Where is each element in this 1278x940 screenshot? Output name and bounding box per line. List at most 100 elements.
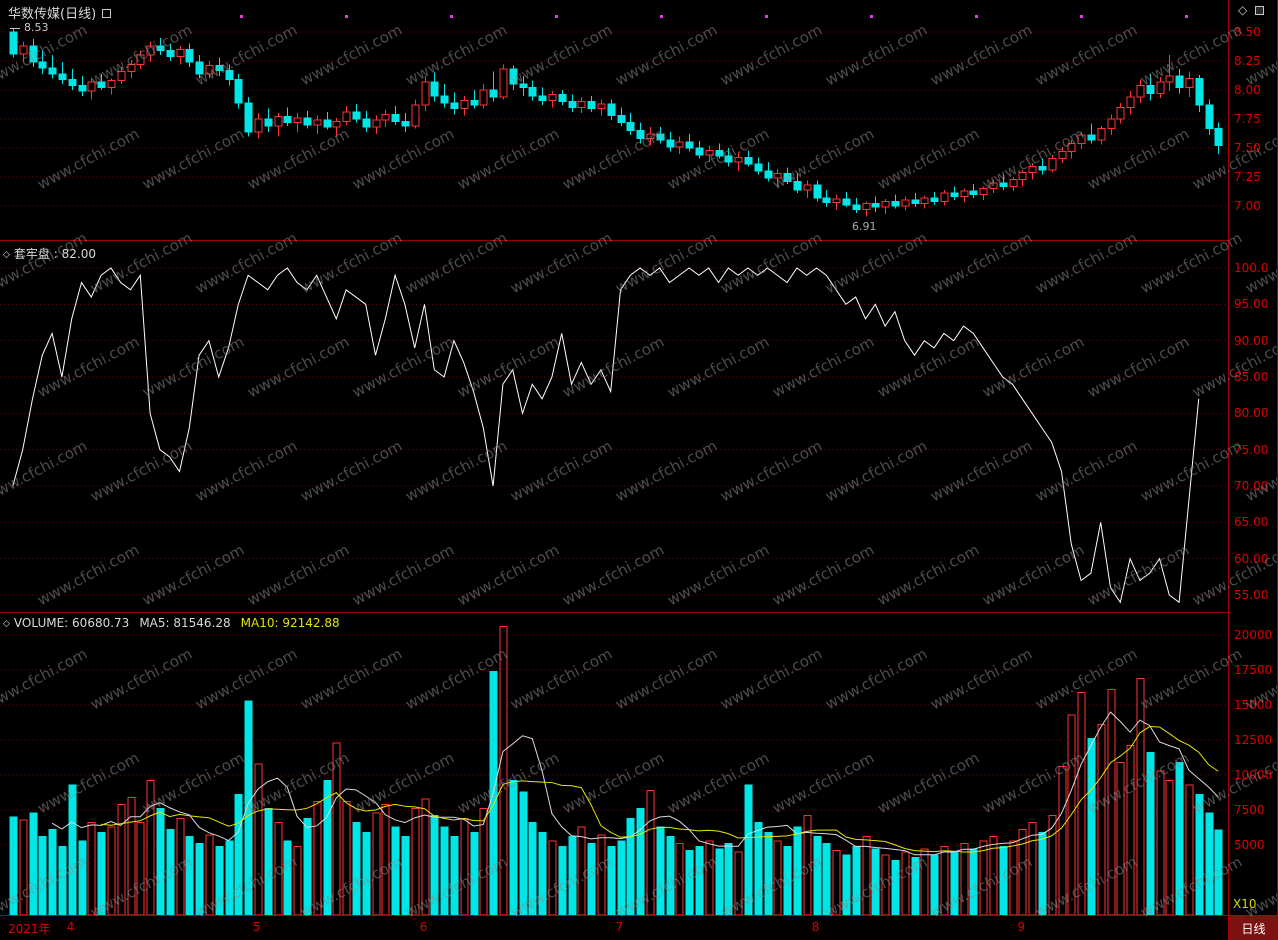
y-axis-label: 80.00 [1234, 406, 1269, 421]
volume-bar [1116, 761, 1125, 916]
indicator-name: 套牢盘 [13, 247, 50, 261]
panel-marker-icon[interactable]: ◇ [3, 250, 10, 260]
volume-bar [1038, 831, 1047, 916]
volume-bar [166, 829, 175, 916]
event-marker-dot [870, 15, 873, 18]
x-axis-month-label: 4 [66, 920, 75, 934]
candle-body [1058, 150, 1067, 159]
axis-multiplier-label: X10 [1233, 897, 1257, 911]
candle-body [460, 99, 469, 110]
volume-bar [146, 780, 155, 916]
candle-body [166, 50, 175, 57]
candle-body [1087, 134, 1096, 141]
candle-body [9, 31, 18, 55]
candle-body [313, 119, 322, 126]
y-axis-label: 20000 [1234, 628, 1273, 642]
volume-bar [283, 840, 292, 916]
title-bar: 华数传媒(日线) [8, 3, 112, 22]
candle-body [568, 101, 577, 108]
period-selector-button[interactable]: 日线 [1228, 916, 1278, 940]
volume-bar [78, 840, 87, 916]
volume-bar [764, 831, 773, 916]
volume-bar [1058, 766, 1067, 916]
volume-bar [460, 817, 469, 916]
candle-body [1136, 84, 1145, 98]
candle-body [38, 61, 47, 69]
volume-bar [421, 798, 430, 916]
volume-bar [195, 843, 204, 916]
candle-body [342, 111, 351, 122]
candle-body [489, 89, 498, 98]
candle-body [450, 102, 459, 110]
candle-body [117, 70, 126, 82]
volume-bar [440, 826, 449, 916]
volume-bar [871, 848, 880, 916]
candle-body [754, 163, 763, 172]
candle-body [969, 190, 978, 195]
volume-bar [332, 742, 341, 916]
candle-body [87, 81, 96, 92]
volume-bar [656, 826, 665, 916]
volume-bar [342, 801, 351, 916]
volume-bar [48, 829, 57, 916]
volume-bar [930, 854, 939, 916]
volume-bar [391, 826, 400, 916]
candle-body [577, 101, 586, 108]
diamond-icon[interactable]: ◇ [1238, 3, 1248, 17]
candle-body [381, 113, 390, 121]
candle-body [558, 94, 567, 103]
y-axis-label: 7.75 [1234, 112, 1261, 126]
candle-body [636, 130, 645, 140]
volume-bar [1136, 677, 1145, 916]
panel-separator [0, 612, 1278, 613]
window-icon[interactable] [1255, 5, 1265, 15]
volume-bar [381, 803, 390, 916]
volume-bar [1195, 794, 1204, 916]
candle-body [783, 173, 792, 183]
candle-body [293, 117, 302, 123]
note-icon[interactable] [102, 9, 112, 18]
volume-bar [1165, 780, 1174, 916]
candle-body [822, 197, 831, 204]
volume-bar [744, 784, 753, 916]
candle-body [274, 116, 283, 127]
volume-bar [685, 850, 694, 916]
volume-bar [724, 843, 733, 916]
volume-bar [411, 808, 420, 916]
candle-body [979, 188, 988, 195]
candle-body [421, 81, 430, 106]
volume-bar [646, 789, 655, 916]
volume-bar [19, 819, 28, 916]
candle-body [950, 192, 959, 198]
candle-body [881, 200, 890, 208]
corner-icons: ◇ [1238, 3, 1265, 17]
candle-body [234, 79, 243, 104]
candle-body [29, 45, 38, 63]
volume-bar [499, 626, 508, 916]
y-axis-column: X10 8.50 8.25 8.00 7.75 7.50 7.25 7.00 100.0 95.… [1228, 0, 1278, 940]
volume-bar [136, 822, 145, 916]
volume-bar [205, 834, 214, 916]
candle-body [989, 182, 998, 190]
volume-bar [705, 840, 714, 916]
volume-bar [597, 834, 606, 916]
panel-marker-icon[interactable]: ◇ [3, 619, 10, 629]
candle-body [587, 101, 596, 110]
candle-body [1126, 96, 1135, 108]
volume-bar [783, 845, 792, 916]
volume-bar [881, 854, 890, 916]
volume-bar [87, 822, 96, 916]
candle-body [97, 81, 106, 89]
ma10-value: 92142.88 [282, 616, 340, 630]
volume-bar [940, 845, 949, 916]
y-axis-label: 10000 [1234, 768, 1273, 782]
candle-body [362, 118, 371, 128]
volume-bar [695, 845, 704, 916]
volume-bar [352, 822, 361, 916]
volume-bar [362, 831, 371, 916]
volume-panel-label: ◇ VOLUME: 60680.73 MA5: 81546.28 MA10: 9214… [3, 616, 340, 630]
volume-bar [901, 851, 910, 916]
candle-body [332, 120, 341, 128]
y-axis-label: 8.50 [1234, 25, 1261, 39]
